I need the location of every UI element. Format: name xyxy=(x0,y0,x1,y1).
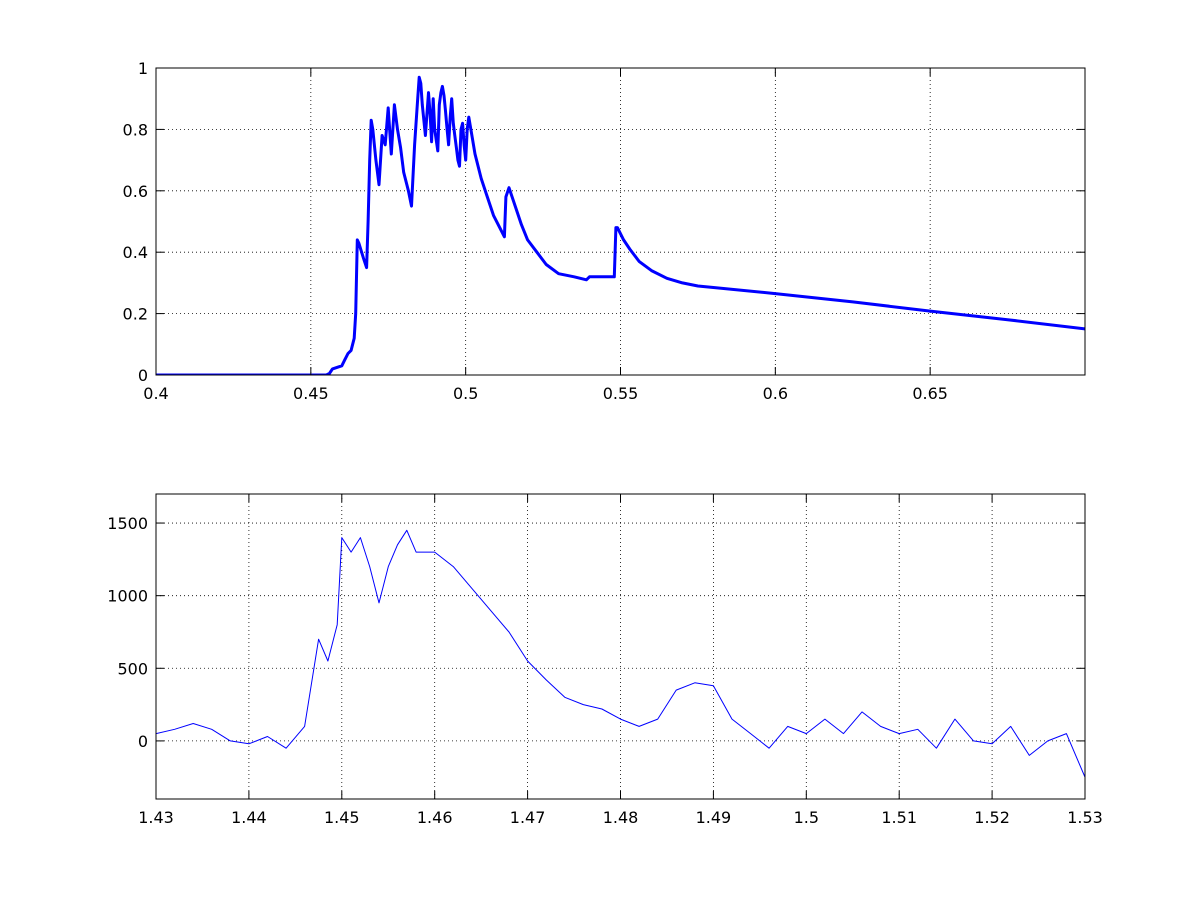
y-tick-label: 0.6 xyxy=(123,182,148,201)
x-tick-label: 1.45 xyxy=(324,808,360,827)
x-tick-label: 0.6 xyxy=(763,384,788,403)
x-tick-label: 1.48 xyxy=(603,808,639,827)
x-tick-label: 1.43 xyxy=(138,808,174,827)
y-tick-label: 0.4 xyxy=(123,243,148,262)
x-tick-label: 0.45 xyxy=(293,384,329,403)
y-tick-label: 0 xyxy=(138,366,148,385)
top-subplot: 0.4 0.45 0.5 0.55 0.6 0.65 0 0.2 0.4 0.6 0.8 1 xyxy=(123,59,1086,403)
x-tick-label: 0.65 xyxy=(912,384,948,403)
x-tick-label: 1.51 xyxy=(881,808,917,827)
y-tick-label: 0 xyxy=(138,732,148,751)
x-tick-label: 1.44 xyxy=(231,808,267,827)
bottom-subplot: 1.43 1.44 1.45 1.46 1.47 1.48 1.49 1.5 1.51 1.52 1… xyxy=(107,493,1103,827)
x-tick-label: 0.5 xyxy=(453,384,478,403)
y-tick-label: 1000 xyxy=(107,587,148,606)
x-tick-label: 0.55 xyxy=(603,384,639,403)
y-tick-label: 1500 xyxy=(107,514,148,533)
y-tick-label: 1 xyxy=(138,59,148,78)
x-tick-label: 1.46 xyxy=(417,808,453,827)
x-tick-label: 1.5 xyxy=(794,808,819,827)
x-tick-label: 1.49 xyxy=(696,808,732,827)
series-line xyxy=(156,529,1085,778)
y-tick-label: 0.2 xyxy=(123,305,148,324)
series-line xyxy=(156,75,1085,375)
x-tick-label: 0.4 xyxy=(143,384,168,403)
x-tick-label: 1.47 xyxy=(510,808,546,827)
y-tick-label: 500 xyxy=(117,659,148,678)
y-tick-label: 0.8 xyxy=(123,120,148,139)
x-tick-label: 1.53 xyxy=(1067,808,1103,827)
x-tick-label: 1.52 xyxy=(974,808,1010,827)
